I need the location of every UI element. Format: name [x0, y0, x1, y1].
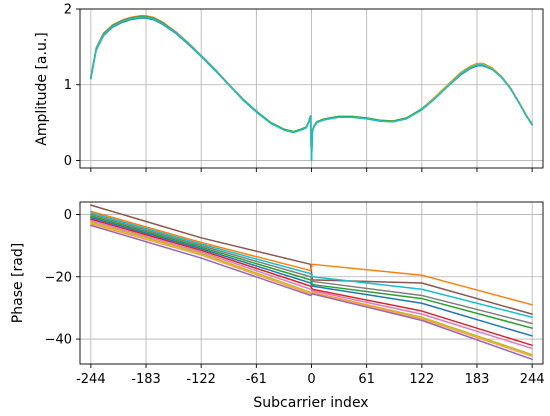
- phase-x-tick-label: 61: [358, 372, 375, 387]
- phase-panel: -244 -183 -122 -61 0 61 122 183 244 0 −20 −40 Phase…: [10, 201, 545, 411]
- phase-series-line-4: [90, 213, 533, 325]
- phase-series-group: [90, 204, 533, 361]
- amplitude-y-tick-label: 0: [64, 154, 72, 169]
- phase-y-tick-label: 0: [64, 208, 72, 223]
- phase-series-line-10: [90, 223, 533, 357]
- phase-series-line-2: [90, 210, 533, 306]
- phase-series-line-3: [90, 212, 533, 319]
- phase-x-tick-label: -122: [186, 372, 216, 387]
- phase-y-tick-label: −20: [45, 270, 72, 285]
- phase-series-line-7: [90, 218, 533, 347]
- amplitude-series-line-5: [90, 16, 533, 162]
- phase-series-line-11: [90, 224, 533, 361]
- phase-x-tick-label: 0: [307, 372, 315, 387]
- amplitude-panel: 0 1 2 Amplitude [a.u.]: [34, 3, 544, 172]
- phase-series-line-5: [90, 215, 533, 329]
- phase-y-tick-label: −40: [45, 333, 72, 348]
- phase-x-tick-label: -61: [246, 372, 267, 387]
- phase-y-axis-label: Phase [rad]: [10, 243, 26, 323]
- amplitude-ticks: 0 1 2: [64, 3, 533, 172]
- amplitude-series-group: [90, 15, 533, 162]
- phase-ticks: -244 -183 -122 -61 0 61 122 183 244 0 −20 −40: [45, 208, 545, 387]
- phase-x-tick-label: 122: [409, 372, 434, 387]
- amplitude-y-axis-label: Amplitude [a.u.]: [34, 32, 50, 145]
- phase-x-tick-label: -244: [76, 372, 106, 387]
- phase-series-line-8: [90, 219, 533, 350]
- phase-x-tick-label: 183: [465, 372, 490, 387]
- amplitude-y-tick-label: 1: [64, 78, 72, 93]
- x-axis-label: Subcarrier index: [253, 395, 368, 411]
- phase-x-tick-label: -183: [131, 372, 161, 387]
- amplitude-y-tick-label: 2: [64, 3, 72, 18]
- phase-series-line-6: [90, 216, 533, 337]
- phase-series-line-1: [90, 204, 533, 315]
- phase-x-tick-label: 244: [520, 372, 545, 387]
